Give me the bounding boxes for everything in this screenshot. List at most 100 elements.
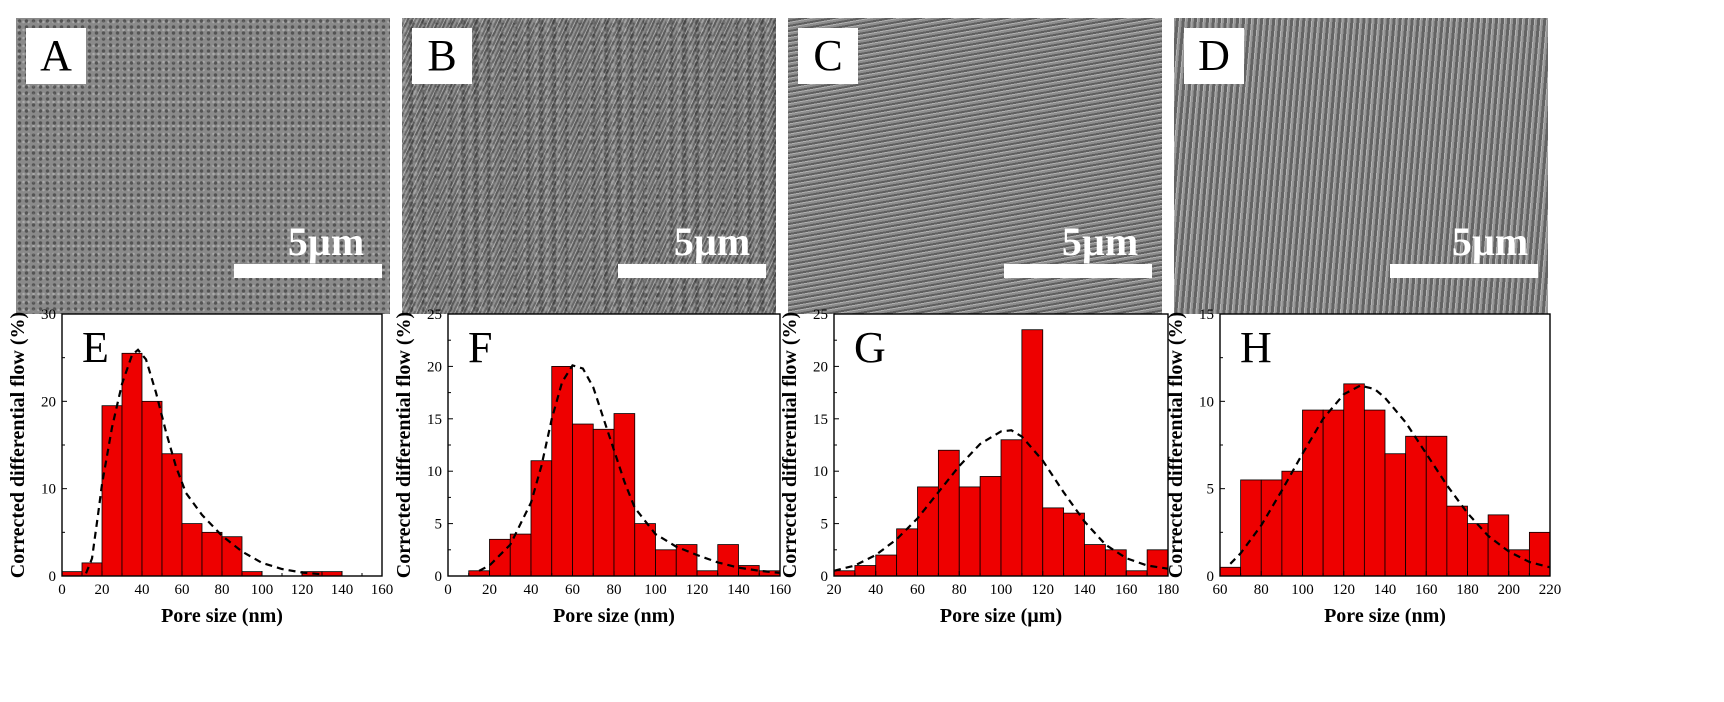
x-tick-label: 180 [1456,582,1479,598]
histogram-bar [855,566,876,576]
x-tick-label: 0 [444,582,452,598]
histogram-bar [614,414,635,576]
x-tick-label: 160 [1415,582,1438,598]
y-tick-label: 15 [1199,307,1214,323]
histogram-bar [980,476,1001,576]
y-tick-label: 10 [813,464,828,480]
x-tick-label: 80 [215,582,230,598]
y-tick-label: 5 [821,517,829,533]
panel-label: E [82,323,109,372]
chart-f: 0 20 40 60 80 100 120 140 160 0 5 10 15 20 25 Pore size… [393,307,791,627]
x-tick-label: 0 [58,582,66,598]
histogram-bar [1323,410,1344,576]
histogram-bar [1282,471,1303,576]
y-axis-label: Corrected differential flow (%) [779,312,801,578]
histogram-bar [876,555,897,576]
y-tick-label: 10 [427,464,442,480]
histogram-bar [142,401,162,576]
x-tick-label: 160 [371,582,394,598]
y-tick-label: 25 [813,307,828,323]
histogram-bar [1529,532,1550,576]
histogram-bar [469,571,490,576]
x-tick-label: 40 [135,582,150,598]
histogram-bar [122,353,142,576]
x-tick-label: 100 [644,582,667,598]
y-tick-label: 20 [427,359,442,375]
panel-label: G [854,323,886,372]
x-tick-label: 100 [990,582,1013,598]
x-tick-label: 140 [1374,582,1397,598]
x-tick-label: 120 [686,582,709,598]
x-tick-label: 60 [910,582,925,598]
x-tick-label: 140 [727,582,750,598]
histogram-bar [656,550,677,576]
x-tick-label: 60 [565,582,580,598]
chart-g: 20 40 60 80 100 120 140 160 180 0 5 10 15 20 25 Pore si… [779,307,1179,627]
y-tick-label: 0 [821,569,829,585]
histogram-bar [222,537,242,576]
histogram-bar [490,539,511,576]
x-tick-label: 80 [607,582,622,598]
histogram-bar [1303,410,1324,576]
histogram-bar [1220,567,1241,576]
x-axis-label: Pore size (nm) [1324,605,1446,627]
x-tick-label: 100 [251,582,274,598]
histogram-bar [1447,506,1468,576]
y-axis-label: Corrected differential flow (%) [7,312,29,578]
x-tick-label: 80 [1254,582,1269,598]
histogram-bar [1064,513,1085,576]
x-tick-label: 160 [1115,582,1138,598]
x-tick-label: 140 [331,582,354,598]
histogram-bar [1043,508,1064,576]
histogram-bar [1364,410,1385,576]
x-tick-label: 60 [175,582,190,598]
x-tick-label: 220 [1539,582,1562,598]
histogram-bar [1509,550,1530,576]
histogram-bar [202,532,222,576]
x-tick-label: 80 [952,582,967,598]
histogram-charts: 0 20 40 60 80 100 120 140 1600102030Pore size (n… [0,0,1724,702]
x-tick-label: 100 [1291,582,1314,598]
histogram-bar [1385,454,1406,576]
x-axis-label: Pore size (nm) [161,605,283,627]
histogram-bar [834,571,855,576]
histogram-bar [1085,545,1106,576]
x-tick-label: 140 [1073,582,1096,598]
y-axis-label: Corrected differential flow (%) [1165,312,1187,578]
histogram-bar [676,545,697,576]
histogram-bar [1022,330,1043,576]
x-tick-label: 20 [95,582,110,598]
histogram-bar [182,524,202,576]
histogram-bar [573,424,594,576]
y-tick-label: 0 [435,569,443,585]
x-tick-label: 60 [1213,582,1228,598]
y-tick-label: 5 [1207,482,1215,498]
histogram-bar [1468,524,1489,576]
histogram-bar [1001,440,1022,576]
histogram-bar [510,534,531,576]
x-tick-label: 120 [291,582,314,598]
x-tick-label: 160 [769,582,792,598]
x-tick-label: 40 [524,582,539,598]
chart-h: 60 80 100 120 140 160 180 200 220 0 5 10 15 Pore size… [1165,307,1561,627]
histogram-bar [1105,550,1126,576]
panel-label: F [468,323,492,372]
panel-label: H [1240,323,1272,372]
x-tick-label: 200 [1498,582,1521,598]
y-tick-label: 20 [41,394,56,410]
histogram-bar [718,545,739,576]
y-tick-label: 15 [427,412,442,428]
y-tick-label: 15 [813,412,828,428]
y-tick-label: 0 [1207,569,1215,585]
histogram-bar [1488,515,1509,576]
y-tick-label: 20 [813,359,828,375]
y-tick-label: 5 [435,517,443,533]
histogram-bar [531,461,552,576]
histogram-bar [959,487,980,576]
x-tick-label: 20 [482,582,497,598]
histogram-bar [552,366,573,576]
x-tick-label: 120 [1333,582,1356,598]
x-axis-label: Pore size (µm) [940,605,1062,627]
y-tick-label: 0 [49,569,57,585]
histogram-bar [938,450,959,576]
